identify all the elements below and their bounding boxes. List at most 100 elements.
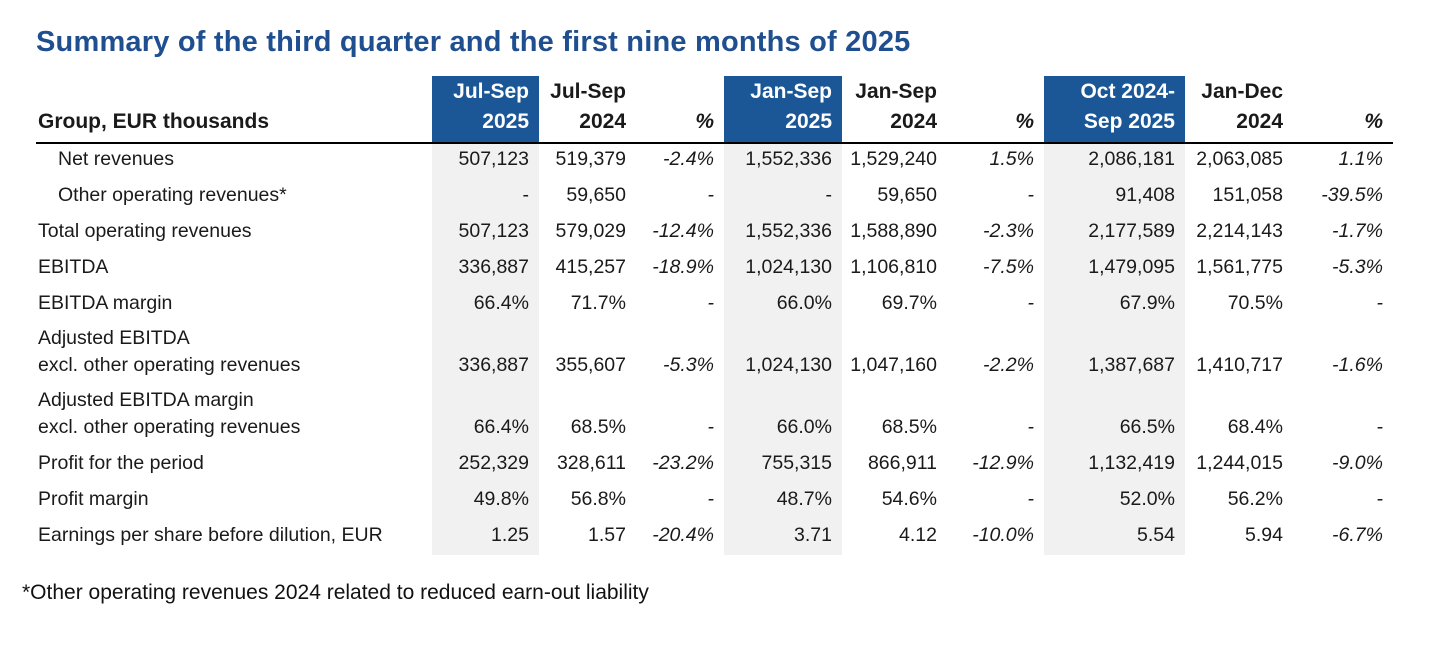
column-header-oct-2024-sep-2025: Oct 2024- Sep 2025 (1044, 76, 1185, 144)
cell-value: -1.6% (1332, 354, 1383, 376)
cell-value: -23.2% (652, 452, 714, 474)
cell-value: 67.9% (1044, 287, 1185, 323)
financial-summary-table: Group, EUR thousands Jul-Sep 2025 Jul-Se… (36, 76, 1393, 555)
cell-value: 2,177,589 (1044, 215, 1185, 251)
cell-value: 1.25 (432, 519, 539, 555)
cell-value: 328,611 (556, 452, 626, 474)
cell-value: 1.1% (1338, 148, 1383, 170)
row-label: Net revenues (58, 148, 174, 170)
cell-value: 66.0% (724, 385, 842, 447)
cell-value: 1,552,336 (724, 215, 842, 251)
cell-value: 54.6% (881, 488, 937, 510)
cell-value: - (1027, 488, 1035, 510)
cell-value: 68.4% (1227, 416, 1283, 438)
cell-value: 2,214,143 (1196, 220, 1283, 242)
cell-value: -2.4% (663, 148, 714, 170)
header-row: Group, EUR thousands Jul-Sep 2025 Jul-Se… (36, 76, 1393, 144)
row-label: Profit for the period (38, 452, 204, 474)
cell-value: 1,479,095 (1044, 251, 1185, 287)
row-label: Other operating revenues* (58, 184, 287, 206)
cell-value: -12.4% (652, 220, 714, 242)
header-line2: 2025 (482, 110, 529, 133)
cell-value: 2,086,181 (1044, 143, 1185, 179)
cell-value: - (1027, 292, 1035, 314)
cell-value: 56.8% (570, 488, 626, 510)
cell-value: -2.2% (983, 354, 1034, 376)
cell-value: -6.7% (1332, 524, 1383, 546)
cell-value: -2.3% (983, 220, 1034, 242)
cell-value: 70.5% (1227, 292, 1283, 314)
cell-value: 59,650 (877, 184, 937, 206)
cell-value: 52.0% (1044, 483, 1185, 519)
table-row-total-operating-revenues: Total operating revenues 507,123 579,029… (36, 215, 1393, 251)
cell-value: - (707, 416, 715, 438)
cell-value: 415,257 (555, 256, 627, 278)
cell-value: 69.7% (881, 292, 937, 314)
cell-value: -18.9% (652, 256, 714, 278)
column-header-group-eur-thousands: Group, EUR thousands (36, 76, 432, 144)
cell-value: 66.4% (432, 385, 539, 447)
cell-value: 1,244,015 (1196, 452, 1283, 474)
cell-value: 519,379 (555, 148, 627, 170)
cell-value: 336,887 (432, 323, 539, 385)
column-header-jul-sep-2025: Jul-Sep 2025 (432, 76, 539, 144)
row-label: Adjusted EBITDA excl. other operating rev… (38, 327, 301, 376)
row-label: EBITDA (38, 256, 109, 278)
cell-value: -10.0% (972, 524, 1034, 546)
cell-value: 336,887 (432, 251, 539, 287)
table-row-ebitda: EBITDA 336,887 415,257 -18.9% 1,024,130 … (36, 251, 1393, 287)
cell-value: 4.12 (899, 524, 937, 546)
table-row-other-operating-revenues: Other operating revenues* - 59,650 - - 5… (36, 179, 1393, 215)
cell-value: 48.7% (724, 483, 842, 519)
cell-value: 59,650 (566, 184, 626, 206)
cell-value: 1,561,775 (1196, 256, 1283, 278)
header-line2: Sep 2025 (1083, 110, 1175, 133)
cell-value: -5.3% (663, 354, 714, 376)
cell-value: 1.5% (989, 148, 1034, 170)
column-header-percent-1: % (636, 76, 724, 144)
cell-value: - (1027, 416, 1035, 438)
column-header-jan-sep-2024: Jan-Sep 2024 (842, 76, 947, 144)
cell-value: - (1376, 488, 1384, 510)
footnote: *Other operating revenues 2024 related t… (22, 581, 649, 604)
column-header-percent-2: % (947, 76, 1044, 144)
cell-value: 5.54 (1044, 519, 1185, 555)
row-label: EBITDA margin (38, 292, 173, 314)
header-line2: 2025 (785, 110, 832, 133)
cell-value: - (707, 184, 715, 206)
cell-value: 252,329 (432, 447, 539, 483)
cell-value: 1,588,890 (850, 220, 937, 242)
cell-value: 66.4% (432, 287, 539, 323)
cell-value: 2,063,085 (1196, 148, 1283, 170)
header-line1: Jul-Sep (453, 80, 529, 103)
header-line1: Jan-Sep (750, 80, 832, 103)
cell-value: 1,047,160 (850, 354, 937, 376)
column-header-percent-3: % (1293, 76, 1393, 144)
cell-value: 71.7% (570, 292, 626, 314)
cell-value: 5.94 (1245, 524, 1283, 546)
cell-value: 1.57 (588, 524, 626, 546)
row-label: Total operating revenues (38, 220, 252, 242)
cell-value: 1,387,687 (1044, 323, 1185, 385)
header-line2: 2024 (579, 110, 626, 133)
header-line1: Jan-Sep (855, 80, 937, 103)
cell-value: -1.7% (1332, 220, 1383, 242)
cell-value: -39.5% (1321, 184, 1383, 206)
cell-value: 755,315 (724, 447, 842, 483)
cell-value: 579,029 (555, 220, 627, 242)
row-label: Earnings per share before dilution, EUR (38, 524, 383, 546)
table-row-ebitda-margin: EBITDA margin 66.4% 71.7% - 66.0% 69.7% … (36, 287, 1393, 323)
table-row-net-revenues: Net revenues 507,123 519,379 -2.4% 1,552… (36, 143, 1393, 179)
cell-value: 91,408 (1044, 179, 1185, 215)
header-line2: 2024 (890, 110, 937, 133)
cell-value: 68.5% (881, 416, 937, 438)
cell-value: 507,123 (432, 143, 539, 179)
row-label: Adjusted EBITDA margin excl. other operat… (38, 389, 301, 438)
header-line1: Jan-Dec (1201, 80, 1283, 103)
cell-value: 1,024,130 (724, 323, 842, 385)
cell-value: 1,024,130 (724, 251, 842, 287)
cell-value: - (1376, 416, 1384, 438)
cell-value: 68.5% (570, 416, 626, 438)
column-header-jan-dec-2024: Jan-Dec 2024 (1185, 76, 1293, 144)
